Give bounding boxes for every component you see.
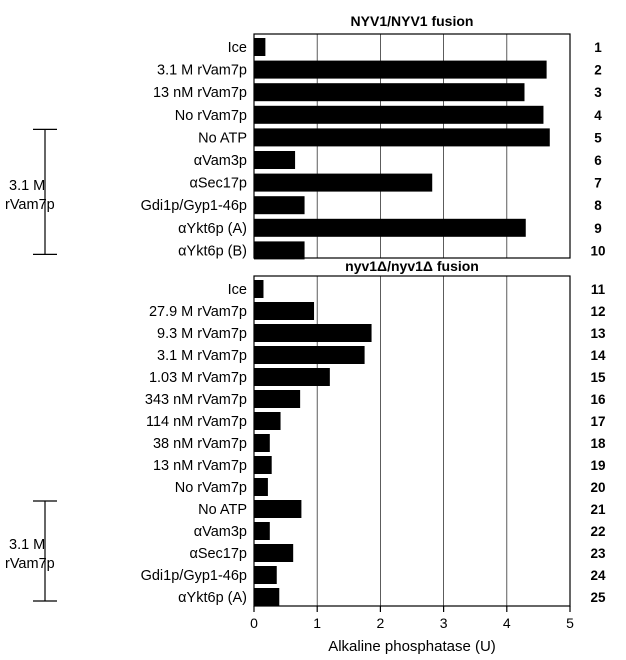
bar [254, 346, 365, 364]
category-label: No ATP [198, 502, 247, 518]
row-number: 15 [590, 370, 606, 385]
category-label: αSec17p [189, 546, 247, 562]
bar [254, 302, 315, 320]
x-axis-label: Alkaline phosphatase (U) [328, 638, 496, 655]
row-number: 24 [590, 568, 606, 583]
bar [254, 151, 296, 169]
row-number: 17 [590, 414, 605, 429]
bar [254, 83, 525, 102]
category-label: αVam3p [194, 524, 247, 540]
row-number: 21 [590, 502, 606, 517]
category-label: 343 nM rVam7p [145, 392, 247, 408]
bar [254, 478, 268, 496]
row-number: 10 [590, 243, 605, 258]
x-tick-label: 5 [566, 615, 574, 631]
category-label: 1.03 M rVam7p [149, 370, 247, 386]
category-label: αYkt6p (B) [178, 243, 247, 259]
row-number: 6 [594, 153, 602, 168]
bar [254, 324, 372, 342]
bracket-label: 3.1 M [9, 537, 45, 553]
category-label: 9.3 M rVam7p [157, 326, 247, 342]
category-label: Ice [228, 40, 247, 56]
category-label: 13 nM rVam7p [153, 85, 247, 101]
category-label: No rVam7p [175, 480, 247, 496]
category-label: Ice [228, 282, 247, 298]
category-label: Gdi1p/Gyp1-46p [141, 198, 247, 214]
category-label: 27.9 M rVam7p [149, 304, 247, 320]
x-tick-label: 1 [313, 615, 321, 631]
row-number: 8 [594, 198, 602, 213]
category-label: No rVam7p [175, 108, 247, 124]
row-number: 23 [590, 546, 606, 561]
x-tick-label: 4 [503, 615, 511, 631]
category-label: αYkt6p (A) [178, 590, 247, 606]
bar [254, 38, 266, 56]
x-tick-label: 2 [377, 615, 385, 631]
bar [254, 241, 305, 260]
row-number: 11 [591, 282, 606, 297]
bar [254, 500, 302, 518]
row-number: 5 [594, 130, 602, 145]
row-number: 2 [594, 63, 602, 78]
bar [254, 280, 264, 298]
bar [254, 173, 433, 192]
x-tick-label: 3 [440, 615, 448, 631]
bracket-label: 3.1 M [9, 178, 45, 194]
category-label: αSec17p [189, 176, 247, 192]
row-number: 16 [590, 392, 606, 407]
row-number: 12 [590, 304, 605, 319]
bar [254, 522, 270, 540]
bar [254, 412, 281, 430]
bar [254, 128, 550, 147]
bar [254, 456, 272, 474]
category-label: 114 nM rVam7p [146, 414, 247, 430]
bar [254, 566, 277, 584]
bar [254, 60, 547, 79]
bar [254, 368, 330, 386]
x-tick-label: 0 [250, 615, 258, 631]
category-label: Gdi1p/Gyp1-46p [141, 568, 247, 584]
category-label: No ATP [198, 130, 247, 146]
panel-title: nyv1Δ/nyv1Δ fusion [345, 258, 479, 274]
bracket-label: rVam7p [5, 556, 55, 572]
row-number: 14 [590, 348, 606, 363]
category-label: αYkt6p (A) [178, 221, 247, 237]
row-number: 22 [590, 524, 605, 539]
row-number: 20 [590, 480, 605, 495]
category-label: αVam3p [194, 153, 247, 169]
panel-nyv1-fusion: NYV1/NYV1 fusion Ice 1 3.1 M rVam7p 2 13 nM r… [5, 13, 606, 260]
bar [254, 218, 526, 237]
category-label: 38 nM rVam7p [153, 436, 247, 452]
bar [254, 105, 544, 124]
row-number: 9 [594, 221, 602, 236]
category-label: 3.1 M rVam7p [157, 63, 247, 79]
panel-title: NYV1/NYV1 fusion [351, 13, 474, 29]
row-number: 4 [594, 108, 602, 123]
row-number: 18 [590, 436, 606, 451]
row-number: 3 [594, 85, 602, 100]
category-label: 13 nM rVam7p [153, 458, 247, 474]
category-label: 3.1 M rVam7p [157, 348, 247, 364]
bar [254, 390, 301, 408]
bar [254, 588, 280, 606]
bracket-label: rVam7p [5, 197, 55, 213]
bar [254, 434, 270, 452]
row-number: 25 [590, 590, 606, 605]
row-number: 1 [594, 40, 602, 55]
row-number: 13 [590, 326, 606, 341]
bar [254, 544, 294, 562]
row-number: 19 [590, 458, 605, 473]
bar [254, 196, 305, 215]
row-number: 7 [594, 176, 602, 191]
